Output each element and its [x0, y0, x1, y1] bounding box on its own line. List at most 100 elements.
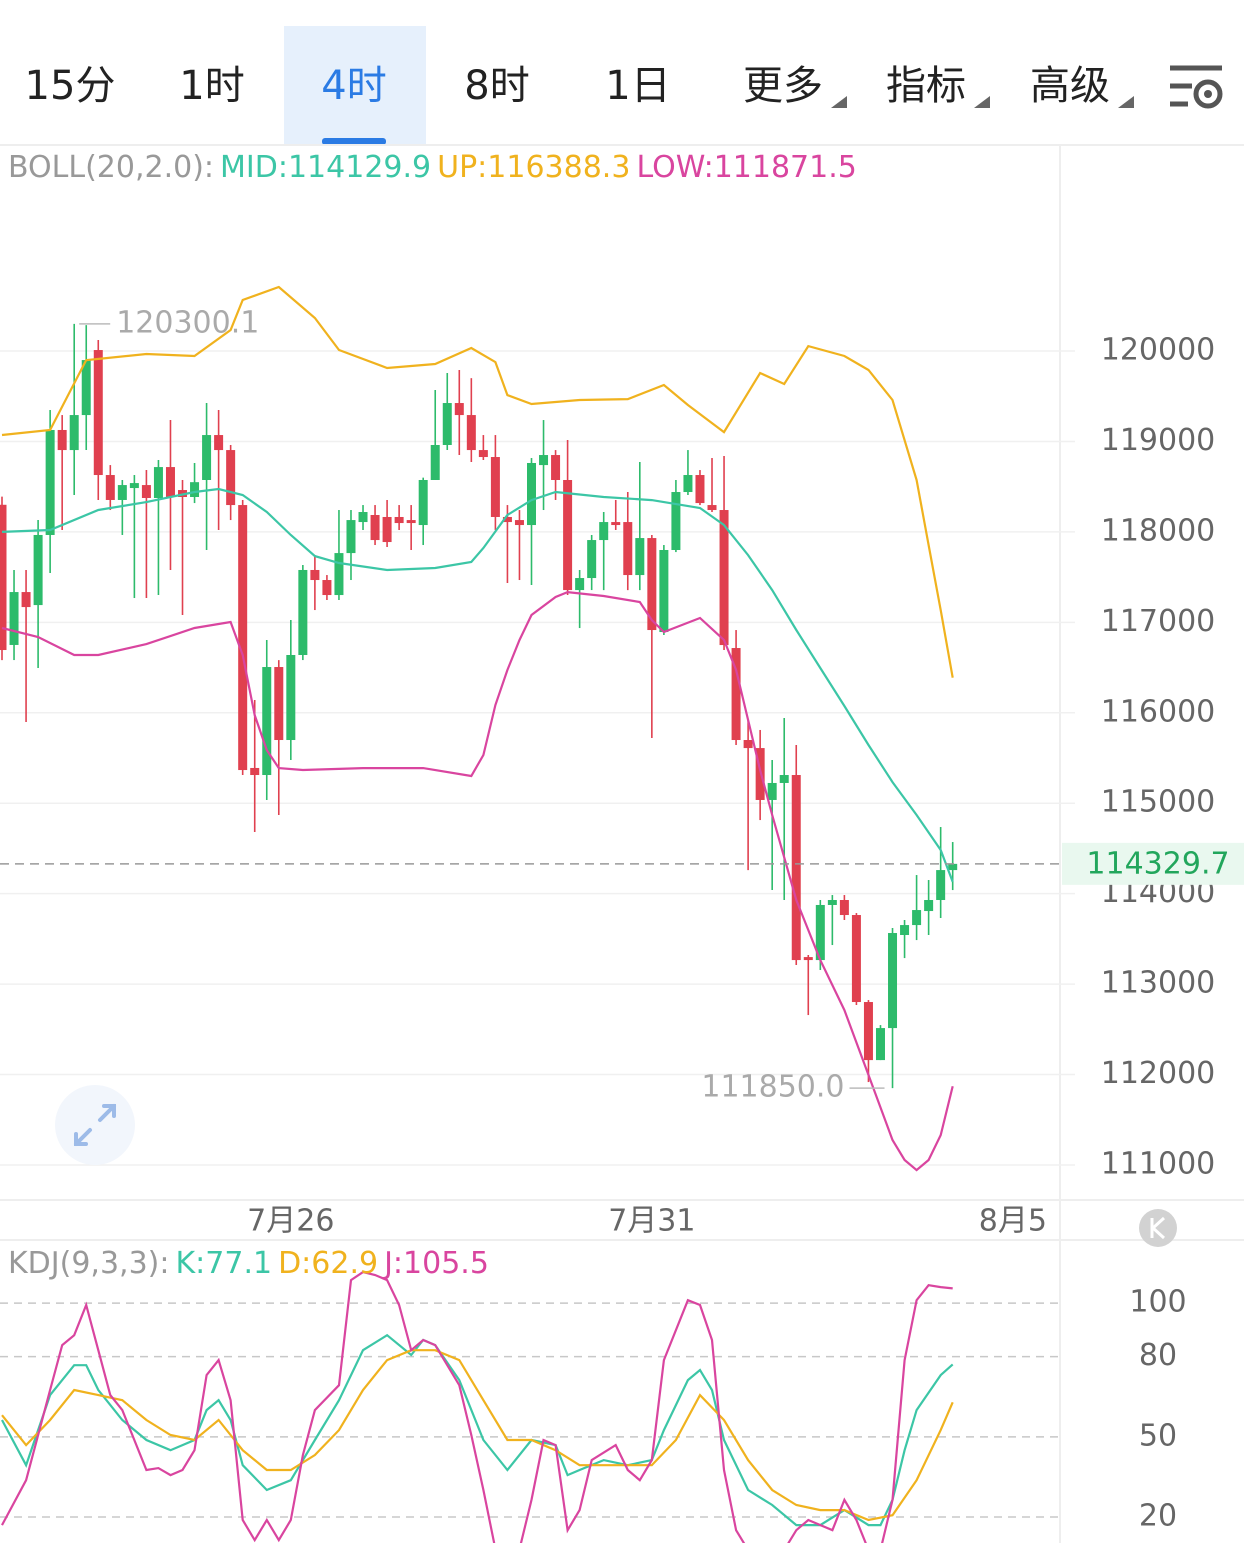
- candle-body: [93, 350, 103, 476]
- candle-body: [563, 479, 573, 591]
- tab[interactable]: 4时: [284, 26, 426, 145]
- reset-button[interactable]: [1139, 1209, 1177, 1247]
- candle-body: [502, 516, 512, 523]
- candle-body: [105, 475, 115, 500]
- overlay: 120300.1 111850.0 114329.7: [0, 305, 1244, 1105]
- candle-body: [659, 549, 669, 633]
- legend-entry: J:105.5: [382, 1246, 489, 1281]
- settings-icon[interactable]: [1170, 65, 1223, 109]
- indicator-line: [1, 1349, 954, 1522]
- candle-body: [250, 767, 260, 776]
- dropdown-arrow: [1118, 96, 1134, 108]
- y-tick-label: 20: [1139, 1499, 1177, 1534]
- candle-body: [141, 485, 151, 498]
- kdj-plot: [1, 1270, 954, 1543]
- candle-body: [888, 933, 898, 1029]
- candle-body: [803, 957, 813, 961]
- candle-body: [671, 492, 681, 550]
- tab[interactable]: 更多: [743, 63, 847, 109]
- last-price-label: 114329.7: [1086, 846, 1229, 881]
- candle-body: [81, 360, 91, 416]
- candle-body: [948, 863, 958, 871]
- legend-entry: UP:116388.3: [437, 150, 630, 185]
- candle-body: [900, 925, 910, 936]
- main-plot: [0, 285, 958, 1172]
- candle-body: [599, 522, 609, 541]
- candle-body: [442, 403, 452, 445]
- candle-body: [791, 775, 801, 961]
- candle-body: [45, 429, 55, 535]
- tab-label: 8时: [464, 63, 529, 109]
- candle-body: [334, 553, 344, 596]
- tab[interactable]: 1日: [605, 63, 670, 109]
- legend-entry: LOW:111871.5: [636, 150, 856, 185]
- candle-body: [322, 580, 332, 596]
- tab-underline: [322, 138, 386, 145]
- candle-body: [827, 900, 837, 905]
- tab[interactable]: 指标: [886, 63, 990, 109]
- candle-body: [21, 592, 31, 608]
- candle-body: [286, 654, 296, 741]
- y-tick-label: 100: [1129, 1285, 1186, 1320]
- indicator-line: [1, 1270, 953, 1543]
- candle-body: [33, 534, 43, 606]
- candle-body: [912, 910, 922, 926]
- candle-body: [226, 450, 236, 506]
- candle-body: [611, 522, 621, 526]
- candle-body: [839, 900, 849, 916]
- annotation-label: 111850.0: [701, 1070, 844, 1105]
- candle-body: [117, 485, 127, 500]
- tab[interactable]: 高级: [1030, 63, 1134, 109]
- expand-button[interactable]: [55, 1085, 135, 1165]
- indicator-line: [1, 590, 954, 1172]
- candle-body: [406, 520, 416, 524]
- y-tick-label: 116000: [1101, 694, 1216, 729]
- candle-body: [153, 467, 163, 498]
- candle-body: [779, 775, 789, 783]
- candle-body: [394, 516, 404, 524]
- y-tick-label: 113000: [1101, 966, 1216, 1001]
- candle-body: [69, 415, 79, 451]
- y-tick-label: 118000: [1101, 513, 1216, 548]
- candle-body: [382, 516, 392, 543]
- candle-body: [875, 1028, 885, 1061]
- x-tick-label: 7月31: [608, 1204, 695, 1239]
- tab[interactable]: 1时: [179, 63, 244, 109]
- tab[interactable]: 8时: [464, 63, 529, 109]
- tab[interactable]: 15分: [25, 63, 116, 109]
- candle-body: [707, 505, 717, 511]
- candle-body: [767, 782, 777, 800]
- candle-body: [370, 514, 380, 541]
- tab-label: 高级: [1030, 63, 1110, 109]
- tab-label: 15分: [25, 63, 116, 109]
- candle-body: [190, 482, 200, 497]
- candle-body: [635, 538, 645, 576]
- boll-title: BOLL(20,2.0):: [8, 150, 214, 185]
- tab-label: 更多: [743, 63, 823, 109]
- candle-body: [202, 435, 212, 480]
- candle-body: [478, 450, 488, 458]
- candle-body: [863, 1002, 873, 1061]
- candle-body: [647, 538, 657, 631]
- candle-body: [129, 483, 139, 489]
- candle-body: [731, 648, 741, 741]
- candle-body: [575, 578, 585, 591]
- x-tick-label: 7月26: [247, 1204, 334, 1239]
- last-price-box: [1062, 842, 1244, 885]
- candle-body: [57, 429, 67, 451]
- dropdown-arrow: [831, 96, 847, 108]
- candle-body: [539, 455, 549, 466]
- candle-body: [238, 505, 248, 771]
- candle-body: [430, 444, 440, 480]
- boll-header: BOLL(20,2.0): MID:114129.9 UP:116388.3 LOW:…: [8, 150, 857, 185]
- candle-body: [490, 457, 500, 517]
- candle-body: [346, 520, 356, 554]
- candle-body: [310, 569, 320, 581]
- tab-highlight: [284, 26, 426, 145]
- candle-body: [298, 569, 308, 655]
- y-tick-label: 50: [1139, 1418, 1177, 1453]
- indicator-line: [1, 487, 954, 883]
- indicator-line: [1, 285, 954, 678]
- candle-body: [9, 592, 19, 645]
